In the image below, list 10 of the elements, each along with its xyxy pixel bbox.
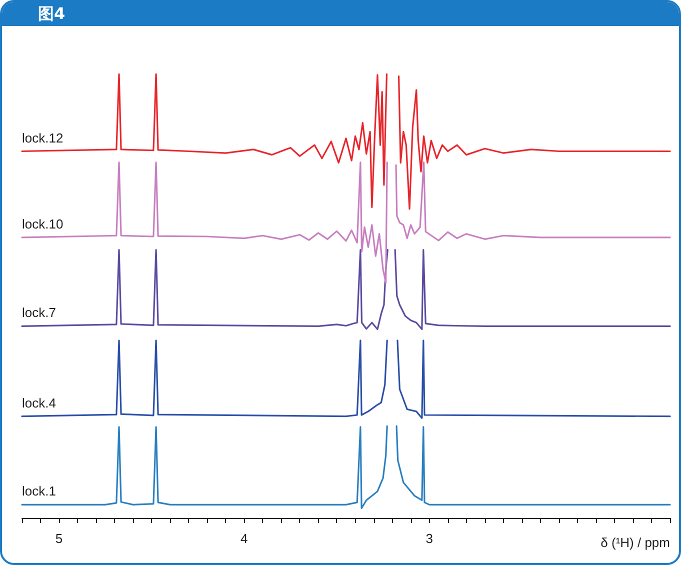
x-tick-label: 4: [240, 531, 248, 546]
series-label: lock.12: [22, 130, 64, 146]
x-tick-label: 3: [426, 531, 433, 546]
series-label: lock.7: [22, 305, 56, 320]
x-tick-label: 5: [55, 531, 63, 546]
chart-title: 图4: [2, 2, 679, 26]
series-label: lock.1: [22, 484, 56, 499]
x-axis-title: δ (¹H) / ppm: [600, 535, 670, 550]
series-label: lock.4: [22, 395, 56, 410]
series-label: lock.10: [22, 216, 64, 232]
